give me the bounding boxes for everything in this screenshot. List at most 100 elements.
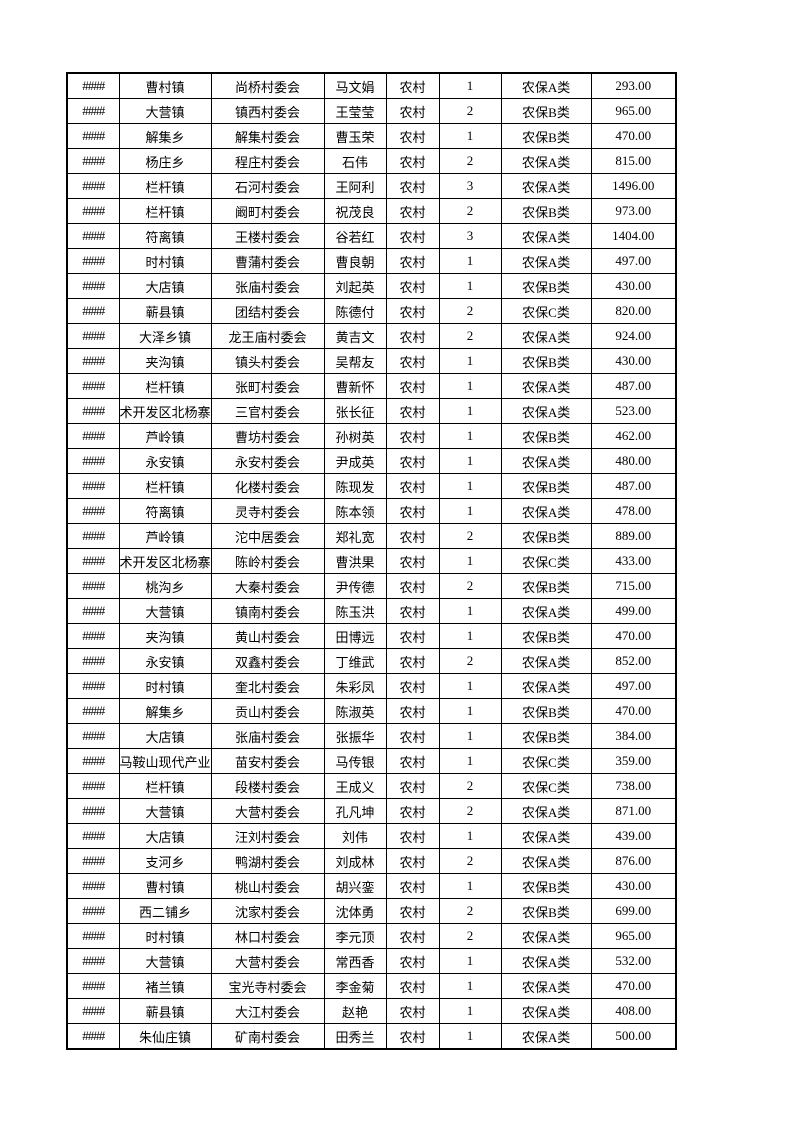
cell-count: 2: [438, 148, 502, 174]
cell-insurance-category: 农保A类: [500, 248, 592, 274]
cell-overflow-hashes: ####: [66, 148, 120, 174]
cell-village-committee: 阚町村委会: [210, 198, 325, 224]
table-row: #### 术开发区北杨寨 陈岭村委会 曹洪果 农村 1 农保C类 433.00: [66, 548, 677, 574]
cell-count: 1: [438, 823, 502, 849]
cell-town: 时村镇: [118, 923, 212, 949]
cell-amount: 430.00: [590, 348, 677, 374]
cell-overflow-hashes: ####: [66, 1023, 120, 1050]
cell-person-name: 马文娟: [323, 72, 387, 99]
cell-village-committee: 大秦村委会: [210, 573, 325, 599]
cell-person-name: 田博远: [323, 623, 387, 649]
cell-count: 2: [438, 323, 502, 349]
cell-person-name: 王莹莹: [323, 98, 387, 124]
cell-insurance-category: 农保B类: [500, 98, 592, 124]
cell-amount: 408.00: [590, 998, 677, 1024]
cell-residence-type: 农村: [385, 498, 440, 524]
cell-residence-type: 农村: [385, 898, 440, 924]
cell-village-committee: 黄山村委会: [210, 623, 325, 649]
cell-amount: 470.00: [590, 123, 677, 149]
cell-insurance-category: 农保A类: [500, 398, 592, 424]
cell-count: 2: [438, 848, 502, 874]
cell-residence-type: 农村: [385, 398, 440, 424]
cell-count: 2: [438, 648, 502, 674]
cell-village-committee: 贡山村委会: [210, 698, 325, 724]
cell-count: 2: [438, 98, 502, 124]
table-row: #### 大店镇 汪刘村委会 刘伟 农村 1 农保A类 439.00: [66, 823, 677, 849]
cell-amount: 430.00: [590, 873, 677, 899]
cell-person-name: 曹新怀: [323, 373, 387, 399]
cell-residence-type: 农村: [385, 123, 440, 149]
table-row: #### 符离镇 灵寺村委会 陈本领 农村 1 农保A类 478.00: [66, 498, 677, 524]
cell-insurance-category: 农保A类: [500, 648, 592, 674]
cell-person-name: 祝茂良: [323, 198, 387, 224]
cell-overflow-hashes: ####: [66, 298, 120, 324]
cell-village-committee: 三官村委会: [210, 398, 325, 424]
cell-count: 1: [438, 748, 502, 774]
cell-town: 术开发区北杨寨: [118, 398, 212, 424]
cell-overflow-hashes: ####: [66, 548, 120, 574]
cell-insurance-category: 农保A类: [500, 848, 592, 874]
cell-insurance-category: 农保A类: [500, 673, 592, 699]
cell-amount: 470.00: [590, 698, 677, 724]
cell-overflow-hashes: ####: [66, 973, 120, 999]
cell-amount: 470.00: [590, 623, 677, 649]
cell-village-committee: 大江村委会: [210, 998, 325, 1024]
cell-residence-type: 农村: [385, 198, 440, 224]
cell-person-name: 朱彩凤: [323, 673, 387, 699]
table-row: #### 蕲县镇 大江村委会 赵艳 农村 1 农保A类 408.00: [66, 998, 677, 1024]
cell-town: 夹沟镇: [118, 348, 212, 374]
cell-village-committee: 曹蒲村委会: [210, 248, 325, 274]
cell-town: 夹沟镇: [118, 623, 212, 649]
cell-residence-type: 农村: [385, 373, 440, 399]
cell-overflow-hashes: ####: [66, 998, 120, 1024]
cell-residence-type: 农村: [385, 648, 440, 674]
cell-amount: 497.00: [590, 248, 677, 274]
cell-town: 时村镇: [118, 248, 212, 274]
cell-town: 西二铺乡: [118, 898, 212, 924]
cell-residence-type: 农村: [385, 823, 440, 849]
cell-residence-type: 农村: [385, 273, 440, 299]
cell-overflow-hashes: ####: [66, 273, 120, 299]
table-row: #### 马鞍山现代产业 苗安村委会 马传银 农村 1 农保C类 359.00: [66, 748, 677, 774]
table-row: #### 解集乡 解集村委会 曹玉荣 农村 1 农保B类 470.00: [66, 123, 677, 149]
cell-count: 1: [438, 673, 502, 699]
cell-amount: 480.00: [590, 448, 677, 474]
cell-overflow-hashes: ####: [66, 498, 120, 524]
cell-overflow-hashes: ####: [66, 948, 120, 974]
cell-amount: 699.00: [590, 898, 677, 924]
cell-count: 1: [438, 623, 502, 649]
cell-overflow-hashes: ####: [66, 573, 120, 599]
cell-count: 1: [438, 548, 502, 574]
cell-count: 1: [438, 1023, 502, 1050]
cell-residence-type: 农村: [385, 423, 440, 449]
cell-amount: 973.00: [590, 198, 677, 224]
cell-town: 符离镇: [118, 498, 212, 524]
cell-overflow-hashes: ####: [66, 398, 120, 424]
cell-amount: 924.00: [590, 323, 677, 349]
cell-count: 1: [438, 123, 502, 149]
cell-person-name: 孔凡坤: [323, 798, 387, 824]
cell-village-committee: 王楼村委会: [210, 223, 325, 249]
cell-village-committee: 苗安村委会: [210, 748, 325, 774]
cell-amount: 1496.00: [590, 173, 677, 199]
cell-count: 2: [438, 523, 502, 549]
table-row: #### 术开发区北杨寨 三官村委会 张长征 农村 1 农保A类 523.00: [66, 398, 677, 424]
cell-count: 2: [438, 198, 502, 224]
cell-village-committee: 龙王庙村委会: [210, 323, 325, 349]
table-row: #### 夹沟镇 黄山村委会 田博远 农村 1 农保B类 470.00: [66, 623, 677, 649]
cell-person-name: 陈玉洪: [323, 598, 387, 624]
cell-residence-type: 农村: [385, 923, 440, 949]
cell-insurance-category: 农保C类: [500, 548, 592, 574]
cell-town: 蕲县镇: [118, 998, 212, 1024]
cell-person-name: 马传银: [323, 748, 387, 774]
cell-insurance-category: 农保A类: [500, 223, 592, 249]
table-body: #### 曹村镇 尚桥村委会 马文娟 农村 1 农保A类 293.00 #### 大营镇 镇西村委会…: [66, 72, 677, 1050]
cell-residence-type: 农村: [385, 1023, 440, 1050]
cell-residence-type: 农村: [385, 523, 440, 549]
table-row: #### 解集乡 贡山村委会 陈淑英 农村 1 农保B类 470.00: [66, 698, 677, 724]
cell-amount: 852.00: [590, 648, 677, 674]
cell-insurance-category: 农保A类: [500, 973, 592, 999]
table-row: #### 蕲县镇 团结村委会 陈德付 农村 2 农保C类 820.00: [66, 298, 677, 324]
cell-count: 1: [438, 273, 502, 299]
cell-person-name: 谷若红: [323, 223, 387, 249]
